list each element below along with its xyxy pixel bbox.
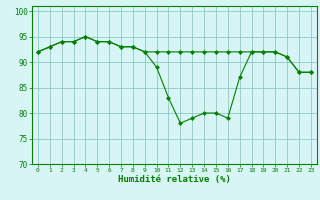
X-axis label: Humidité relative (%): Humidité relative (%) bbox=[118, 175, 231, 184]
